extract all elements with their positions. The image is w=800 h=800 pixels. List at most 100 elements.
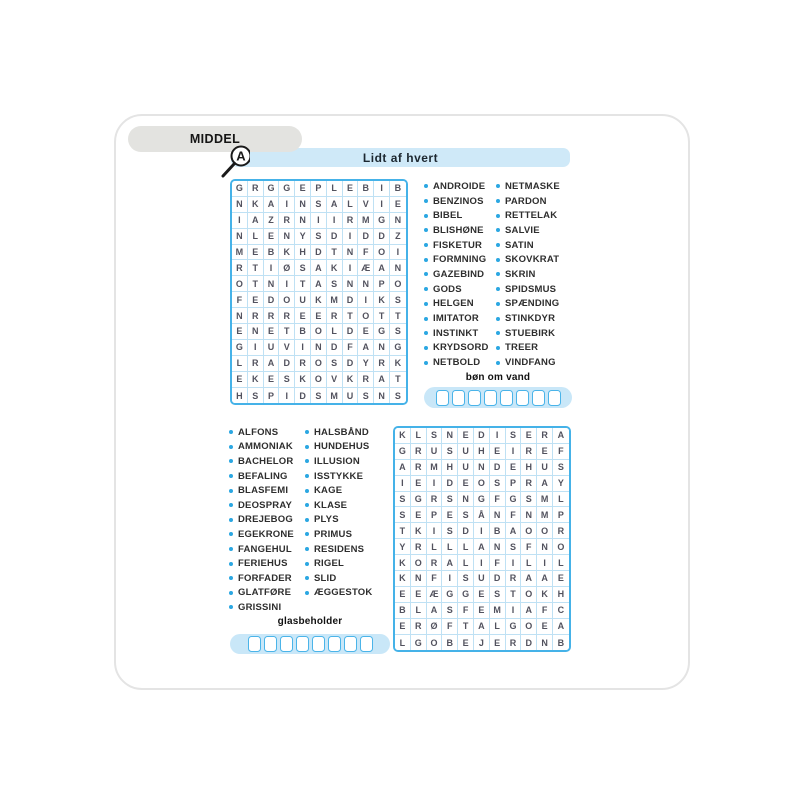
grid-cell[interactable]: T <box>326 244 343 261</box>
grid-cell[interactable]: R <box>374 355 390 372</box>
grid-cell[interactable]: K <box>342 371 359 388</box>
grid-cell[interactable]: I <box>473 555 490 572</box>
grid-cell[interactable]: N <box>442 428 459 444</box>
grid-cell[interactable]: D <box>489 459 506 476</box>
grid-cell[interactable]: L <box>442 539 459 556</box>
grid-cell[interactable]: K <box>389 355 406 372</box>
grid-cell[interactable]: R <box>426 491 443 508</box>
grid-cell[interactable]: G <box>473 491 490 508</box>
grid-cell[interactable]: M <box>537 507 553 524</box>
grid-cell[interactable]: F <box>505 507 522 524</box>
grid-cell[interactable]: N <box>263 276 280 293</box>
grid-cell[interactable]: R <box>295 355 311 372</box>
grid-cell[interactable]: R <box>505 571 522 587</box>
grid-cell[interactable]: S <box>279 371 296 388</box>
grid-cell[interactable]: E <box>342 181 359 197</box>
grid-cell[interactable]: A <box>263 196 280 213</box>
grid-cell[interactable]: K <box>326 260 343 277</box>
grid-cell[interactable]: S <box>389 292 406 309</box>
grid-cell[interactable]: D <box>326 339 343 356</box>
grid-cell[interactable]: I <box>395 475 411 492</box>
grid-cell[interactable]: U <box>458 459 474 476</box>
grid-cell[interactable]: D <box>310 244 327 261</box>
grid-cell[interactable]: U <box>537 459 553 476</box>
grid-cell[interactable]: S <box>310 387 327 404</box>
grid-cell[interactable]: I <box>279 196 296 213</box>
grid-cell[interactable]: A <box>247 212 264 229</box>
grid-cell[interactable]: G <box>442 586 459 603</box>
grid-cell[interactable]: T <box>342 308 359 325</box>
grid-cell[interactable]: P <box>552 507 569 524</box>
grid-cell[interactable]: V <box>279 339 296 356</box>
answer-letter-box[interactable] <box>483 389 497 406</box>
grid-cell[interactable]: B <box>489 523 506 540</box>
grid-cell[interactable]: L <box>552 491 569 508</box>
grid-cell[interactable]: V <box>326 371 343 388</box>
grid-cell[interactable]: L <box>458 555 474 572</box>
grid-cell[interactable]: R <box>358 371 375 388</box>
grid-cell[interactable]: A <box>426 602 443 619</box>
grid-cell[interactable]: S <box>521 491 538 508</box>
grid-cell[interactable]: E <box>537 618 553 635</box>
grid-cell[interactable]: Z <box>263 212 280 229</box>
grid-cell[interactable]: I <box>505 443 522 460</box>
grid-cell[interactable]: L <box>426 539 443 556</box>
grid-cell[interactable]: S <box>295 260 311 277</box>
grid-cell[interactable]: N <box>295 212 311 229</box>
grid-cell[interactable]: I <box>374 196 390 213</box>
grid-cell[interactable]: O <box>410 555 427 572</box>
grid-cell[interactable]: D <box>473 428 490 444</box>
grid-cell[interactable]: T <box>395 523 411 540</box>
grid-cell[interactable]: U <box>342 387 359 404</box>
grid-cell[interactable]: O <box>473 475 490 492</box>
grid-cell[interactable]: F <box>342 339 359 356</box>
grid-cell[interactable]: S <box>389 324 406 340</box>
grid-cell[interactable]: E <box>295 181 311 197</box>
grid-cell[interactable]: L <box>326 181 343 197</box>
grid-cell[interactable]: R <box>279 308 296 325</box>
grid-cell[interactable]: R <box>410 539 427 556</box>
grid-cell[interactable]: O <box>389 276 406 293</box>
grid-cell[interactable]: L <box>489 618 506 635</box>
grid-cell[interactable]: S <box>310 196 327 213</box>
grid-cell[interactable]: I <box>505 555 522 572</box>
grid-cell[interactable]: G <box>374 212 390 229</box>
grid-cell[interactable]: D <box>295 387 311 404</box>
grid-cell[interactable]: E <box>232 324 248 340</box>
grid-cell[interactable]: D <box>442 475 459 492</box>
grid-cell[interactable]: N <box>458 491 474 508</box>
grid-cell[interactable]: R <box>537 428 553 444</box>
grid-cell[interactable]: M <box>232 244 248 261</box>
grid-cell[interactable]: U <box>458 443 474 460</box>
grid-cell[interactable]: S <box>426 428 443 444</box>
grid-cell[interactable]: T <box>374 308 390 325</box>
grid-cell[interactable]: D <box>489 571 506 587</box>
grid-cell[interactable]: E <box>410 586 427 603</box>
grid-cell[interactable]: A <box>395 459 411 476</box>
grid-cell[interactable]: T <box>247 260 264 277</box>
grid-cell[interactable]: N <box>374 387 390 404</box>
grid-cell[interactable]: A <box>552 618 569 635</box>
grid-cell[interactable]: O <box>426 634 443 651</box>
grid-cell[interactable]: K <box>279 244 296 261</box>
grid-cell[interactable]: G <box>410 491 427 508</box>
grid-cell[interactable]: H <box>232 387 248 404</box>
grid-cell[interactable]: S <box>389 387 406 404</box>
grid-cell[interactable]: S <box>458 571 474 587</box>
grid-cell[interactable]: R <box>326 308 343 325</box>
grid-cell[interactable]: L <box>552 555 569 572</box>
grid-cell[interactable]: I <box>279 276 296 293</box>
grid-cell[interactable]: K <box>247 196 264 213</box>
grid-cell[interactable]: E <box>247 244 264 261</box>
grid-cell[interactable]: D <box>279 355 296 372</box>
grid-cell[interactable]: P <box>426 507 443 524</box>
grid-cell[interactable]: F <box>521 539 538 556</box>
grid-cell[interactable]: E <box>310 308 327 325</box>
grid-cell[interactable]: O <box>521 618 538 635</box>
grid-cell[interactable]: B <box>395 602 411 619</box>
grid-cell[interactable]: I <box>473 523 490 540</box>
grid-cell[interactable]: O <box>358 308 375 325</box>
grid-cell[interactable]: G <box>232 339 248 356</box>
grid-cell[interactable]: I <box>358 292 375 309</box>
grid-cell[interactable]: S <box>489 475 506 492</box>
